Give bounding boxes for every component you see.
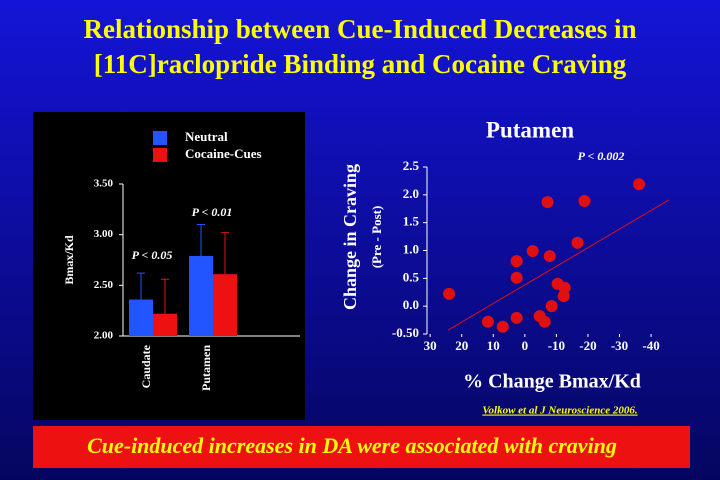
y-axis-label: Change in Craving bbox=[340, 164, 360, 310]
chart-panel bbox=[33, 112, 305, 420]
bar bbox=[189, 255, 213, 336]
legend-label: Neutral bbox=[185, 129, 228, 144]
y-axis-label: Bmax/Kd bbox=[62, 235, 76, 285]
x-tick-label: -20 bbox=[579, 338, 596, 353]
point bbox=[538, 315, 551, 328]
y-tick-label: -0.50 bbox=[392, 325, 419, 340]
point bbox=[510, 311, 523, 324]
x-tick-label: 30 bbox=[424, 338, 437, 353]
y-axis-label: (Pre - Post) bbox=[369, 206, 384, 269]
error-bar bbox=[137, 272, 145, 300]
bar bbox=[213, 274, 237, 336]
x-tick-label: Caudate bbox=[139, 344, 153, 388]
point bbox=[571, 236, 584, 249]
point bbox=[443, 287, 456, 300]
point bbox=[545, 300, 558, 313]
point bbox=[510, 271, 523, 284]
point bbox=[496, 320, 509, 333]
x-tick-label: 0 bbox=[522, 338, 529, 353]
point bbox=[578, 194, 591, 207]
footer-text: Cue-induced increases in DA were associa… bbox=[87, 433, 617, 458]
x-tick-label: Putamen bbox=[199, 345, 213, 391]
point bbox=[526, 245, 539, 258]
footer-banner bbox=[33, 426, 690, 468]
y-tick-label: 2.00 bbox=[94, 330, 114, 342]
y-tick-label: 2.0 bbox=[403, 186, 419, 201]
y-tick-label: 3.50 bbox=[94, 178, 114, 190]
error-bar bbox=[197, 224, 205, 256]
point bbox=[543, 250, 556, 263]
point bbox=[510, 255, 523, 268]
legend-swatch bbox=[153, 148, 167, 162]
y-tick-label: 1.0 bbox=[403, 241, 419, 256]
trend-line bbox=[447, 199, 670, 331]
annotation: P < 0.05 bbox=[132, 248, 173, 262]
legend-label: Cocaine-Cues bbox=[185, 146, 262, 161]
x-tick-label: 10 bbox=[487, 338, 500, 353]
annotation: P < 0.01 bbox=[192, 205, 233, 219]
slide-title: [11C]raclopride Binding and Cocaine Crav… bbox=[94, 49, 627, 79]
x-tick-label: -30 bbox=[611, 338, 628, 353]
chart-title: Putamen bbox=[486, 117, 574, 142]
y-tick-label: 2.5 bbox=[403, 158, 420, 173]
x-tick-label: -40 bbox=[642, 338, 659, 353]
bar bbox=[129, 299, 153, 336]
y-tick-label: 3.00 bbox=[94, 228, 114, 240]
x-axis-label: % Change Bmax/Kd bbox=[463, 371, 641, 393]
y-tick-label: 2.50 bbox=[94, 279, 114, 291]
point bbox=[557, 290, 570, 303]
y-tick-label: 0.0 bbox=[403, 297, 419, 312]
error-bar bbox=[221, 232, 229, 275]
legend-swatch bbox=[153, 131, 167, 145]
y-tick-label: 1.5 bbox=[403, 214, 420, 229]
slide-title: Relationship between Cue-Induced Decreas… bbox=[84, 14, 637, 44]
point bbox=[541, 196, 554, 209]
point bbox=[633, 178, 646, 191]
x-tick-label: 20 bbox=[455, 338, 468, 353]
x-tick-label: -10 bbox=[548, 338, 565, 353]
annotation: P < 0.002 bbox=[578, 149, 625, 163]
y-tick-label: 0.5 bbox=[403, 269, 420, 284]
error-bar bbox=[161, 278, 169, 314]
citation: Volkow et al J Neuroscience 2006. bbox=[482, 405, 637, 417]
bar bbox=[153, 313, 177, 336]
point bbox=[481, 315, 494, 328]
